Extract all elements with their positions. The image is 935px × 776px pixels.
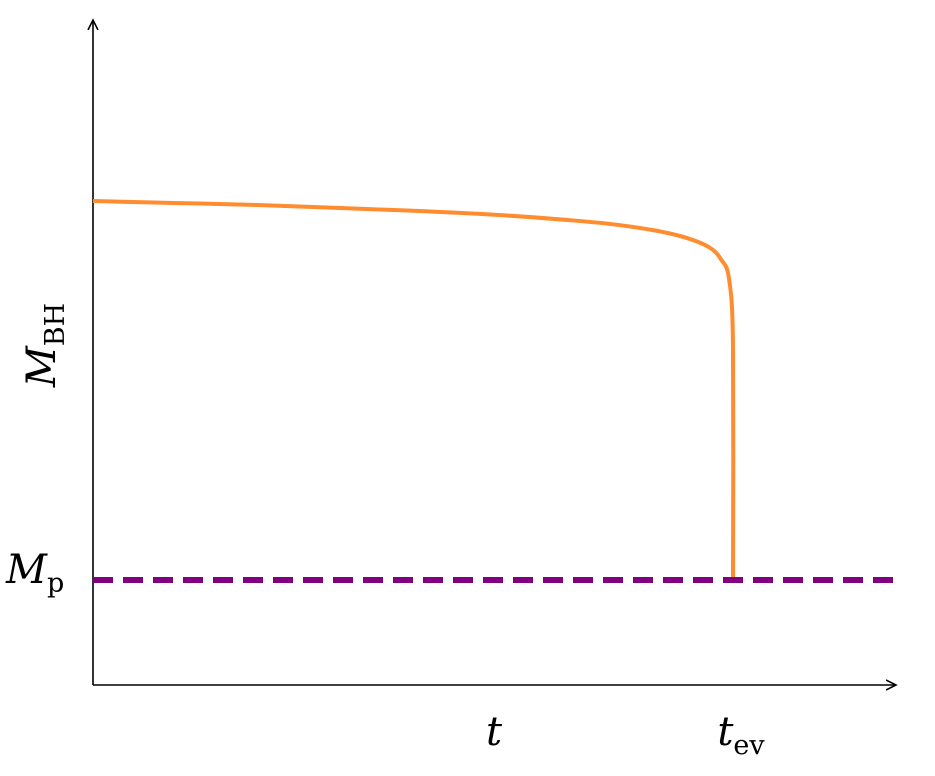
x-axis-label: t [486,709,503,755]
series-black-hole-mass [92,199,736,581]
x-tick-label-tev: tev [717,709,765,761]
series-layer [92,199,893,583]
y-tick-label-mp: Mp [5,547,64,599]
y-axis-label: MBH [19,303,71,388]
